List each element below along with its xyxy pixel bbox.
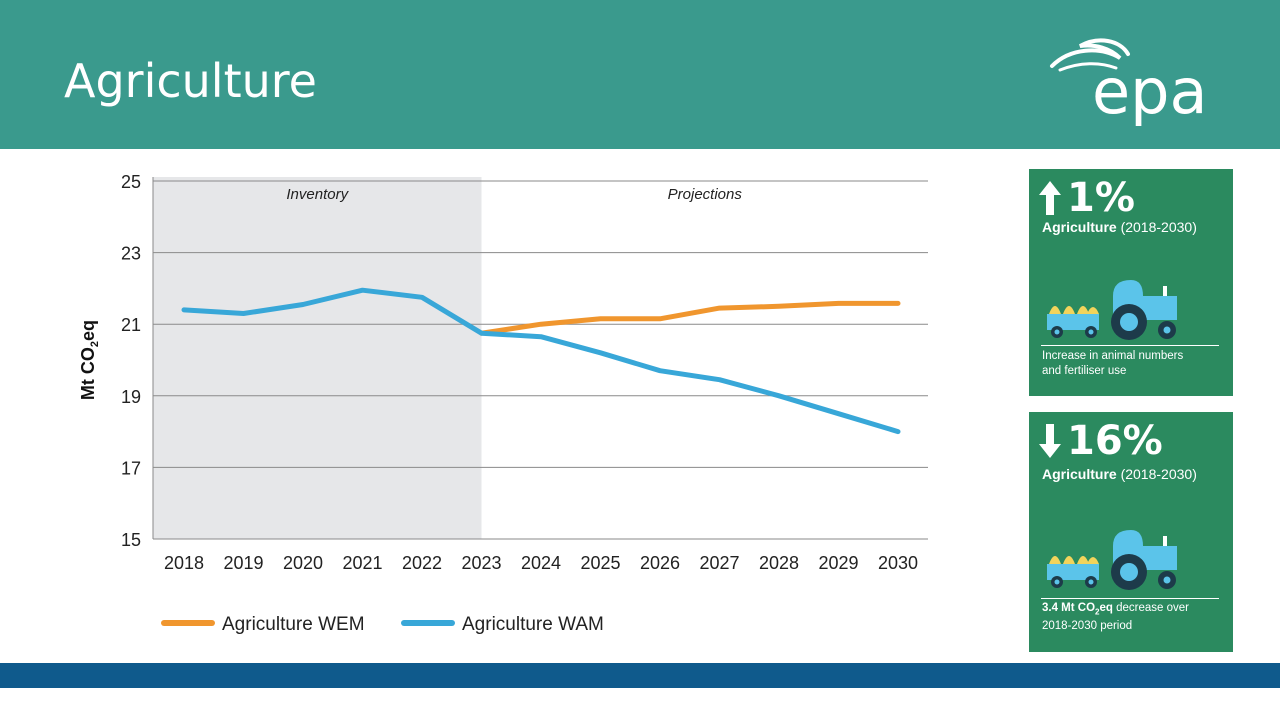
x-tick-label: 2025 — [580, 553, 620, 573]
decrease-percent: 16% — [1067, 418, 1163, 464]
logo-text: epa — [1092, 55, 1208, 128]
projections-label: Projections — [668, 186, 743, 203]
tractor-icon — [1047, 280, 1177, 340]
x-tick-label: 2029 — [818, 553, 858, 573]
y-axis-title: Mt CO2eq — [78, 320, 101, 400]
x-tick-label: 2026 — [640, 553, 680, 573]
x-tick-label: 2023 — [461, 553, 501, 573]
legend-label: Agriculture WEM — [222, 614, 365, 635]
increase-panel: 1% Agriculture (2018-2030) Increase in a… — [1029, 169, 1233, 396]
emissions-line-chart: 15 17 19 21 23 25 2018 2019 2020 2021 2022 2023 2024… — [78, 172, 928, 635]
x-tick-label: 2027 — [699, 553, 739, 573]
epa-logo: epa — [1050, 38, 1208, 128]
x-tick-label: 2020 — [283, 553, 323, 573]
y-tick-label: 21 — [121, 315, 141, 335]
decrease-note: 3.4 Mt CO2eq decrease over 2018-2030 peri… — [1042, 602, 1189, 633]
x-tick-label: 2019 — [223, 553, 263, 573]
increase-label: Agriculture (2018-2030) — [1042, 219, 1197, 235]
inventory-shaded-region — [153, 177, 482, 539]
slide-title: Agriculture — [64, 54, 317, 108]
tractor-icon — [1047, 530, 1177, 590]
x-tick-label: 2024 — [521, 553, 561, 573]
x-tick-label: 2021 — [342, 553, 382, 573]
y-tick-label: 17 — [121, 458, 141, 478]
y-tick-label: 25 — [121, 172, 141, 192]
slide-footer-bar — [0, 663, 1280, 688]
x-tick-label: 2018 — [164, 553, 204, 573]
arrow-down-icon — [1039, 424, 1061, 458]
inventory-label: Inventory — [286, 186, 349, 203]
arrow-up-icon — [1039, 181, 1061, 215]
decrease-label: Agriculture (2018-2030) — [1042, 466, 1197, 482]
series-line-wam — [181, 287, 901, 435]
y-tick-label: 23 — [121, 244, 141, 264]
x-tick-label: 2028 — [759, 553, 799, 573]
series-line-wem — [479, 300, 901, 336]
panel-divider — [1041, 345, 1219, 346]
slide-header: Agriculture epa — [0, 0, 1280, 149]
panel-divider — [1041, 598, 1219, 599]
increase-note: Increase in animal numbers and fertiliser… — [1042, 350, 1184, 377]
y-tick-label: 19 — [121, 387, 141, 407]
legend-label: Agriculture WAM — [462, 614, 604, 635]
y-tick-label: 15 — [121, 530, 141, 550]
decrease-panel: 16% Agriculture (2018-2030) 3.4 Mt CO2eq… — [1029, 412, 1233, 652]
increase-percent: 1% — [1067, 175, 1135, 221]
x-tick-label: 2030 — [878, 553, 918, 573]
x-tick-label: 2022 — [402, 553, 442, 573]
